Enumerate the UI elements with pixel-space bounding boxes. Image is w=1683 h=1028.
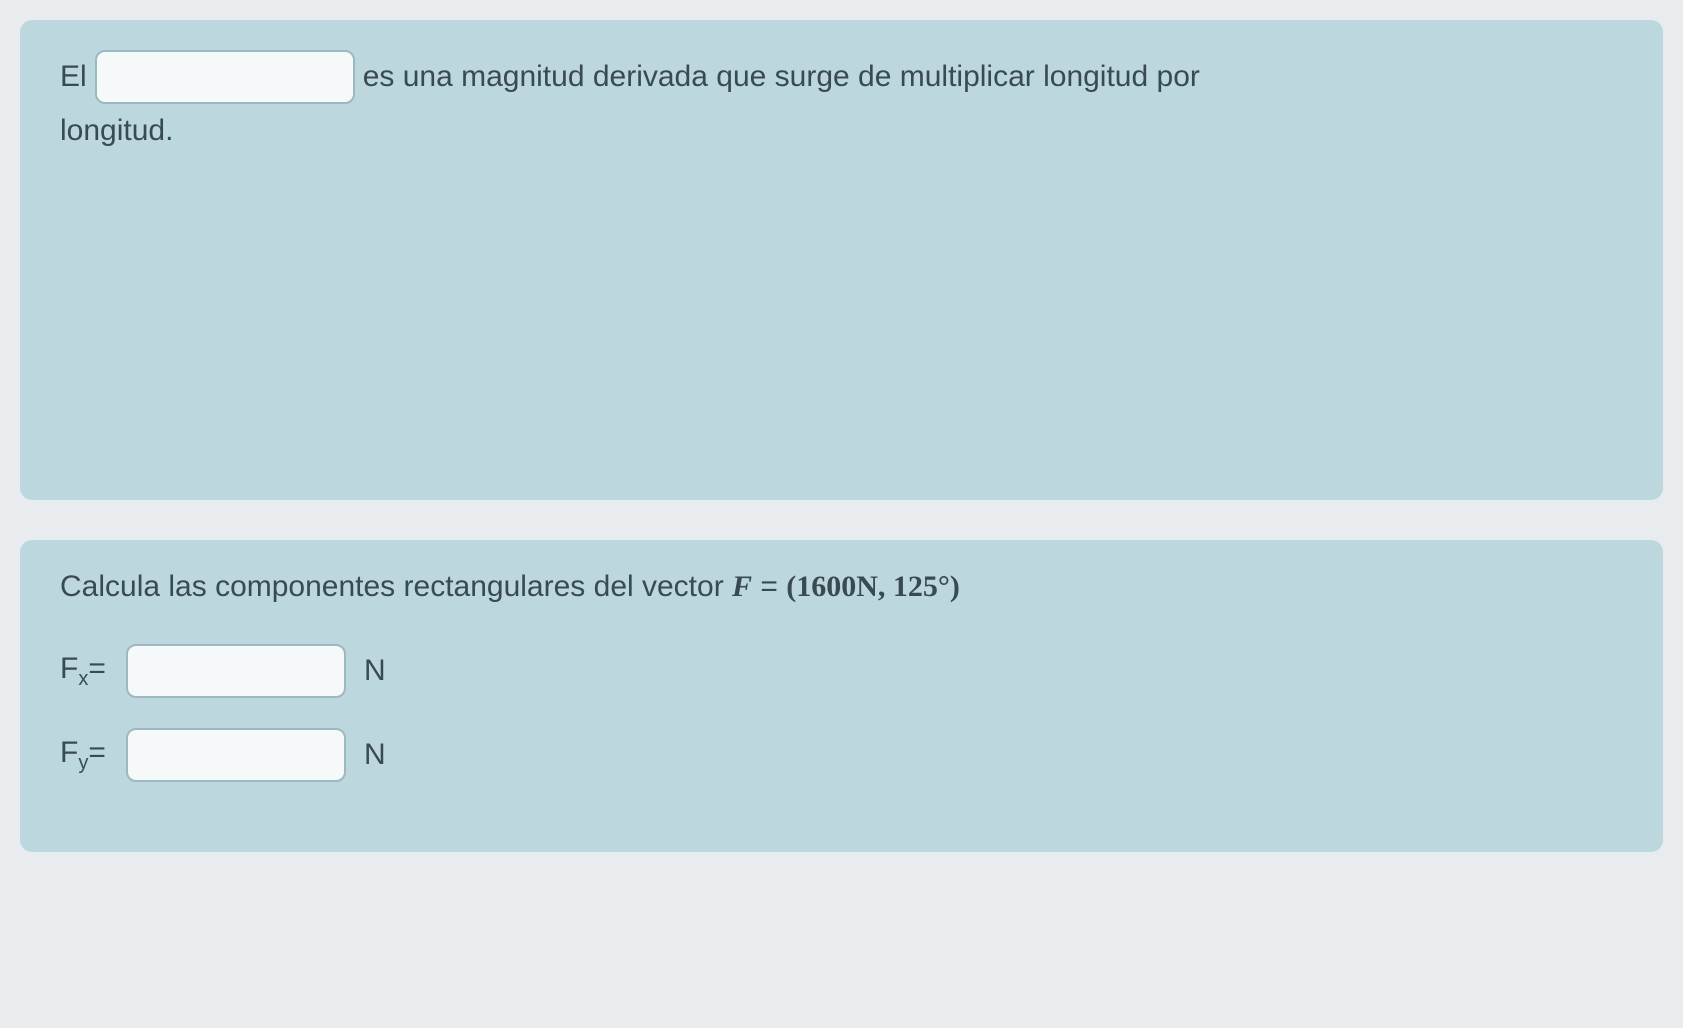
q2-prompt-prefix: Calcula las componentes rectangulares de… — [60, 570, 732, 603]
fy-input[interactable] — [126, 728, 346, 782]
fy-equals: = — [88, 736, 106, 769]
fx-unit: N — [364, 654, 386, 688]
q1-prefix-text: El — [60, 50, 87, 104]
q1-middle-text: es una magnitud derivada que surge de mu… — [363, 50, 1200, 104]
question-2-prompt: Calcula las componentes rectangulares de… — [60, 570, 1623, 604]
fx-equals: = — [88, 652, 106, 685]
fy-label-base: F — [60, 736, 78, 769]
fy-label: Fy= — [60, 736, 116, 775]
fx-label-base: F — [60, 652, 78, 685]
fy-label-sub: y — [78, 752, 88, 774]
question-1-card: El es una magnitud derivada que surge de… — [20, 20, 1663, 500]
fy-unit: N — [364, 738, 386, 772]
question-2-card: Calcula las componentes rectangulares de… — [20, 540, 1663, 852]
fx-label-sub: x — [78, 668, 88, 690]
question-1-line-1: El es una magnitud derivada que surge de… — [60, 50, 1623, 104]
fx-row: Fx= N — [60, 644, 1623, 698]
fx-input[interactable] — [126, 644, 346, 698]
q2-equals: = — [760, 570, 786, 603]
fx-label: Fx= — [60, 652, 116, 691]
q1-suffix-text: longitud. — [60, 104, 173, 158]
question-1-line-2: longitud. — [60, 104, 1623, 158]
q2-vector-value: (1600N, 125°) — [786, 570, 960, 603]
q1-blank-input[interactable] — [95, 50, 355, 104]
q2-vector-symbol: F — [732, 570, 752, 603]
fy-row: Fy= N — [60, 728, 1623, 782]
